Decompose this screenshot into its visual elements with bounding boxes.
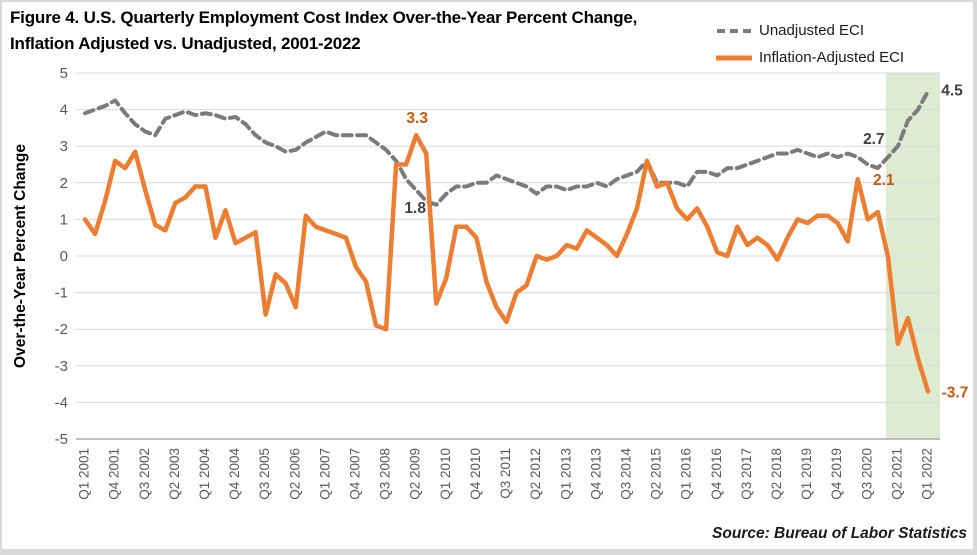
x-tick-label: Q2 2012 <box>528 448 543 500</box>
x-tick-label: Q4 2001 <box>107 448 122 500</box>
x-tick-label: Q1 2004 <box>197 448 212 500</box>
legend-item-unadjusted: Unadjusted ECI <box>716 17 904 44</box>
annotation-4.5: 4.5 <box>941 82 963 99</box>
border-left <box>0 0 2 555</box>
source-credit: Source: Bureau of Labor Statistics <box>712 525 967 542</box>
x-tick-label: Q2 2006 <box>287 448 302 500</box>
x-tick-label: Q1 2013 <box>558 448 573 500</box>
y-tick-label: 3 <box>60 138 68 155</box>
x-tick-label: Q1 2016 <box>679 448 694 500</box>
y-tick-label: 4 <box>60 102 68 119</box>
figure-title-line1: Figure 4. U.S. Quarterly Employment Cost… <box>10 8 638 27</box>
data-annotations: 3.3 1.8 2.7 2.1 4.5 -3.7 <box>404 82 968 401</box>
inflation-adjusted-eci-line <box>82 132 931 394</box>
dashed-line-swatch-icon <box>717 28 751 33</box>
y-axis-title: Over-the-Year Percent Change <box>12 144 29 368</box>
legend-item-inflation-adjusted: Inflation-Adjusted ECI <box>716 44 904 71</box>
x-tick-label: Q4 2019 <box>829 448 844 500</box>
y-tick-label: -1 <box>55 285 68 302</box>
x-tick-label: Q3 2008 <box>378 448 393 500</box>
y-tick-label: -4 <box>55 394 68 411</box>
y-tick-label: 1 <box>60 211 68 228</box>
figure-title: Figure 4. U.S. Quarterly Employment Cost… <box>10 5 637 57</box>
x-tick-label: Q1 2001 <box>77 448 92 500</box>
x-tick-label: Q4 2004 <box>227 448 242 500</box>
y-tick-label: 5 <box>60 65 68 82</box>
y-tick-label: -3 <box>55 358 68 375</box>
border-right <box>973 0 977 555</box>
x-tick-label: Q2 2009 <box>408 448 423 500</box>
x-tick-label: Q2 2021 <box>889 448 904 500</box>
solid-line-swatch-icon <box>716 55 752 60</box>
x-tick-label: Q2 2015 <box>649 448 664 500</box>
figure-title-line2: Inflation Adjusted vs. Unadjusted, 2001-… <box>10 34 361 53</box>
annotation-1.8: 1.8 <box>404 200 426 217</box>
x-tick-label: Q1 2010 <box>438 448 453 500</box>
x-tick-label: Q2 2018 <box>769 448 784 500</box>
gridlines <box>76 72 940 440</box>
annotation-2.1: 2.1 <box>873 172 895 189</box>
x-tick-label: Q4 2010 <box>468 448 483 500</box>
x-tick-label: Q1 2019 <box>799 448 814 500</box>
x-tick-label: Q4 2007 <box>348 448 363 500</box>
x-tick-label: Q4 2016 <box>709 448 724 500</box>
x-tick-label: Q3 2017 <box>739 448 754 500</box>
annotation-3.3: 3.3 <box>406 110 428 127</box>
y-tick-label: 0 <box>60 248 68 265</box>
x-tick-label: Q1 2007 <box>317 448 332 500</box>
x-tick-label: Q2 2003 <box>167 448 182 500</box>
x-tick-label: Q4 2013 <box>588 448 603 500</box>
x-tick-label: Q3 2011 <box>498 448 513 499</box>
legend-label-unadjusted: Unadjusted ECI <box>759 22 865 39</box>
x-axis-tick-labels: Q1 2001 Q4 2001 Q3 2002 Q2 2003 Q1 2004 Q4 20… <box>77 448 935 500</box>
y-axis-tick-labels: 5 4 3 2 1 0 -1 -2 -3 -4 -5 <box>55 65 68 448</box>
legend: Unadjusted ECI Inflation-Adjusted ECI <box>716 17 904 71</box>
border-top <box>0 0 977 2</box>
annotation-2.7: 2.7 <box>863 131 885 148</box>
y-tick-label: -5 <box>55 431 68 448</box>
x-tick-label: Q3 2005 <box>257 448 272 500</box>
border-bottom <box>0 549 977 555</box>
legend-label-inflation-adjusted: Inflation-Adjusted ECI <box>759 49 905 66</box>
y-tick-label: 2 <box>60 175 68 192</box>
x-tick-label: Q3 2002 <box>137 448 152 500</box>
x-tick-label: Q3 2020 <box>859 448 874 500</box>
x-tick-label: Q1 2022 <box>920 448 935 500</box>
annotation--3.7: -3.7 <box>942 384 969 401</box>
unadjusted-eci-line <box>83 89 930 207</box>
x-tick-label: Q3 2014 <box>618 448 633 500</box>
y-tick-label: -2 <box>55 321 68 338</box>
